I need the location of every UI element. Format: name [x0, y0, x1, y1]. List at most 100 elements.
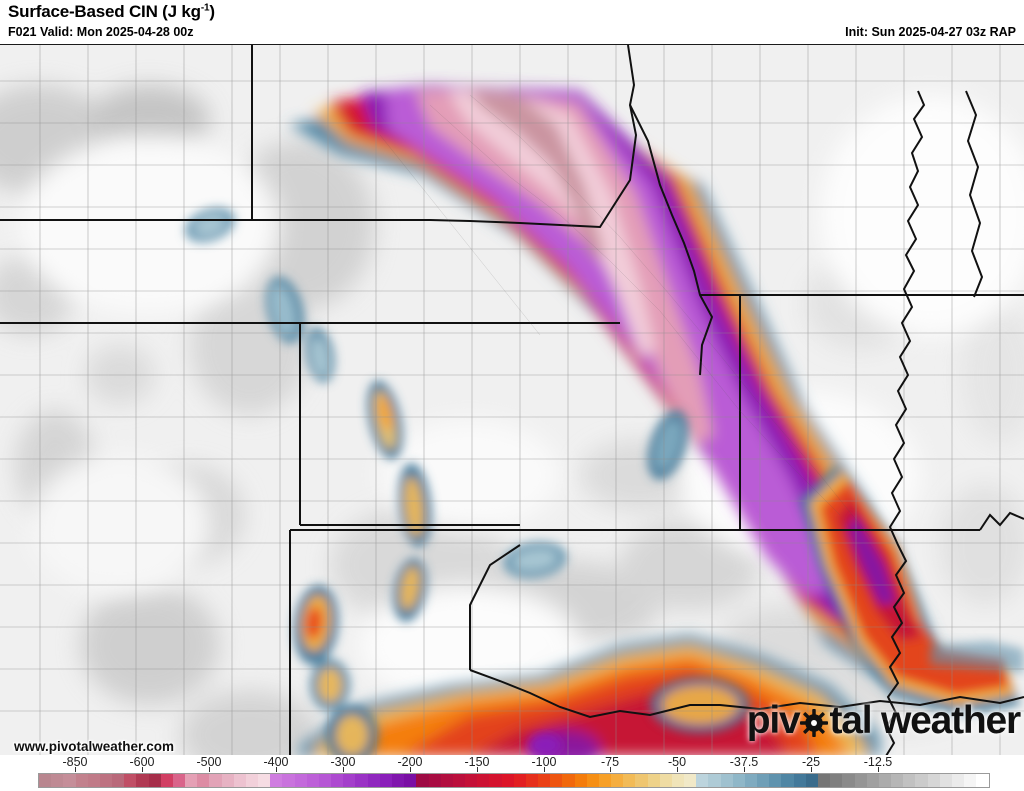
colorbar-swatch	[732, 774, 745, 787]
colorbar-swatch	[623, 774, 636, 787]
colorbar-tick-labels: -850 -600 -500 -400 -300 -200 -150 -100 -75 -50 -3…	[0, 755, 1024, 772]
colorbar-tick-label: -25	[801, 755, 821, 769]
colorbar-swatch	[39, 774, 52, 787]
colorbar-swatch	[51, 774, 64, 787]
colorbar-tick-label: -12.5	[863, 755, 893, 769]
colorbar-swatch	[428, 774, 441, 787]
colorbar-swatch	[671, 774, 685, 787]
colorbar-swatch	[574, 774, 587, 787]
colorbar-swatch	[684, 774, 697, 787]
logo-text-end: tal weather	[829, 699, 1021, 742]
colorbar-swatch	[185, 774, 198, 787]
page-title: Surface-Based CIN (J kg-1)	[8, 2, 215, 22]
colorbar-swatch	[598, 774, 612, 787]
colorbar-swatch	[160, 774, 173, 787]
colorbar-swatch	[233, 774, 246, 787]
colorbar-swatch	[391, 774, 405, 787]
state-boundaries	[0, 45, 1024, 756]
colorbar-tick-label: -50	[667, 755, 687, 769]
init-time-label: Init: Sun 2025-04-27 03z RAP	[845, 25, 1016, 39]
colorbar-tick-mark	[343, 767, 344, 772]
colorbar-swatch	[562, 774, 575, 787]
colorbar-swatch	[878, 774, 892, 787]
colorbar-swatch	[258, 774, 271, 787]
colorbar-swatch	[854, 774, 867, 787]
map-canvas[interactable]: www.pivotalweather.com piv	[0, 44, 1024, 756]
colorbar-swatch	[136, 774, 149, 787]
colorbar-swatch	[367, 774, 380, 787]
mississippi-valley-fringe	[930, 641, 1024, 673]
colorbar-swatch	[586, 774, 599, 787]
colorbar-tick-mark	[142, 767, 143, 772]
colorbar-tick-label: -200	[397, 755, 423, 769]
colorbar-swatch	[489, 774, 502, 787]
colorbar-swatch	[538, 774, 551, 787]
colorbar-swatch	[75, 774, 88, 787]
colorbar-swatch	[172, 774, 186, 787]
colorbar-swatch	[964, 774, 977, 787]
colorbar-swatch	[318, 774, 332, 787]
colorbar-swatch	[805, 774, 818, 787]
colorbar-tick-mark	[209, 767, 210, 772]
colorbar-swatch	[452, 774, 466, 787]
colorbar-swatch	[270, 774, 283, 787]
colorbar-swatch	[148, 774, 161, 787]
colorbar-tick-mark	[544, 767, 545, 772]
colorbar-swatches[interactable]	[38, 773, 990, 788]
colorbar-swatch	[465, 774, 478, 787]
page-title-text: Surface-Based CIN (J kg	[8, 2, 201, 21]
county-boundaries	[0, 45, 1024, 756]
colorbar-swatch	[477, 774, 490, 787]
colorbar-tick-label: -850	[62, 755, 88, 769]
colorbar-swatch	[720, 774, 733, 787]
colorbar-swatch	[903, 774, 916, 787]
colorbar-swatch	[708, 774, 721, 787]
colorbar-tick-label: -400	[263, 755, 289, 769]
colorbar-swatch	[635, 774, 648, 787]
colorbar-swatch	[197, 774, 210, 787]
colorbar-swatch	[525, 774, 539, 787]
cin-contour-fill	[0, 45, 1024, 756]
north-texas-cin-nucleus	[529, 734, 561, 756]
gear-asterisk-icon	[800, 709, 829, 737]
colorbar-swatch	[404, 774, 417, 787]
colorbar-swatch	[647, 774, 660, 787]
colorbar-swatch	[915, 774, 928, 787]
colorbar-swatch	[696, 774, 709, 787]
colorbar-swatch	[87, 774, 100, 787]
colorbar-swatch	[818, 774, 831, 787]
map-header: Surface-Based CIN (J kg-1) F021 Valid: M…	[0, 0, 1024, 44]
colorbar-swatch	[124, 774, 137, 787]
colorbar-tick-label: -500	[196, 755, 222, 769]
logo-text-start: piv	[746, 699, 801, 742]
colorbar-swatch	[355, 774, 368, 787]
primary-cin-band	[288, 85, 941, 686]
colorbar-swatch	[866, 774, 879, 787]
colorbar-swatch	[830, 774, 843, 787]
colorbar-swatch	[951, 774, 965, 787]
colorbar-swatch	[939, 774, 952, 787]
colorbar-swatch	[440, 774, 453, 787]
page-title-superscript: -1	[200, 2, 210, 14]
colorbar-tick-label: -600	[129, 755, 155, 769]
colorbar-swatch	[331, 774, 344, 787]
pivotal-weather-logo: piv	[746, 699, 1021, 743]
colorbar-tick-marks	[0, 767, 1024, 772]
colorbar-swatch	[343, 774, 356, 787]
page-title-tail: )	[209, 2, 215, 21]
colorbar-swatch	[306, 774, 319, 787]
colorbar-swatch	[976, 774, 989, 787]
colorbar-swatch	[209, 774, 222, 787]
colorbar-swatch	[744, 774, 758, 787]
colorbar-swatch	[416, 774, 429, 787]
colorbar-swatch	[501, 774, 514, 787]
colorbar-swatch	[781, 774, 794, 787]
colorbar-swatch	[891, 774, 904, 787]
colorbar-swatch	[379, 774, 392, 787]
colorbar-legend[interactable]: -850 -600 -500 -400 -300 -200 -150 -100 -75 -50 -3…	[0, 755, 1024, 791]
colorbar-swatch	[793, 774, 806, 787]
colorbar-swatch	[245, 774, 259, 787]
colorbar-tick-label: -150	[464, 755, 490, 769]
colorbar-swatch	[757, 774, 770, 787]
